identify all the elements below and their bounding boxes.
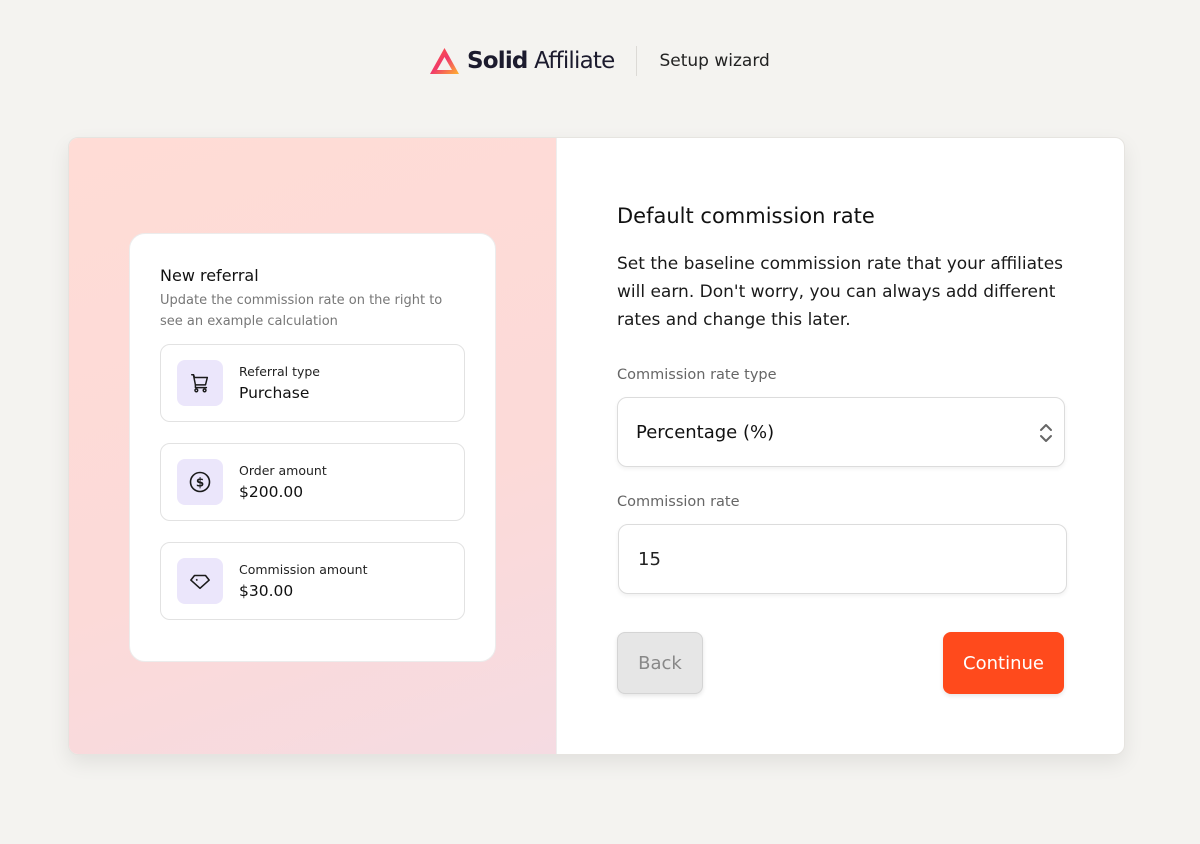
diamond-icon [177, 558, 223, 604]
item-label: Referral type [239, 364, 320, 379]
commission-amount-item: Commission amount $30.00 [160, 542, 465, 620]
header-divider [636, 46, 638, 76]
form-title: Default commission rate [617, 204, 875, 228]
item-label: Commission amount [239, 562, 368, 577]
rate-label: Commission rate [617, 494, 740, 510]
commission-rate-input[interactable] [618, 524, 1067, 594]
brand-name: Solid Affiliate [467, 48, 615, 74]
rate-type-label: Commission rate type [617, 367, 777, 383]
preview-panel: New referral Update the commission rate … [69, 138, 557, 754]
dollar-circle-icon: $ [177, 459, 223, 505]
referral-type-item: Referral type Purchase [160, 344, 465, 422]
form-description: Set the baseline commission rate that yo… [617, 254, 1064, 330]
solid-affiliate-logo [430, 48, 459, 74]
order-amount-item: $ Order amount $200.00 [160, 443, 465, 521]
continue-button[interactable]: Continue [943, 632, 1064, 694]
item-value: $200.00 [239, 483, 304, 501]
item-label: Order amount [239, 463, 327, 478]
item-value: Purchase [239, 384, 310, 402]
rate-type-value: Percentage (%) [636, 421, 775, 443]
referral-preview-card: New referral Update the commission rate … [129, 233, 496, 662]
item-value: $30.00 [239, 582, 294, 600]
header: Solid Affiliate Setup wizard [428, 44, 770, 78]
rate-type-select[interactable]: Percentage (%) [617, 397, 1065, 467]
preview-subtitle: Update the commission rate on the right … [160, 293, 443, 329]
chevron-updown-icon [1040, 424, 1052, 442]
cart-icon [177, 360, 223, 406]
preview-title: New referral [160, 266, 259, 285]
svg-text:$: $ [196, 476, 204, 490]
wizard-card: New referral Update the commission rate … [68, 137, 1125, 755]
back-button[interactable]: Back [617, 632, 703, 694]
setup-wizard-label: Setup wizard [659, 51, 770, 71]
